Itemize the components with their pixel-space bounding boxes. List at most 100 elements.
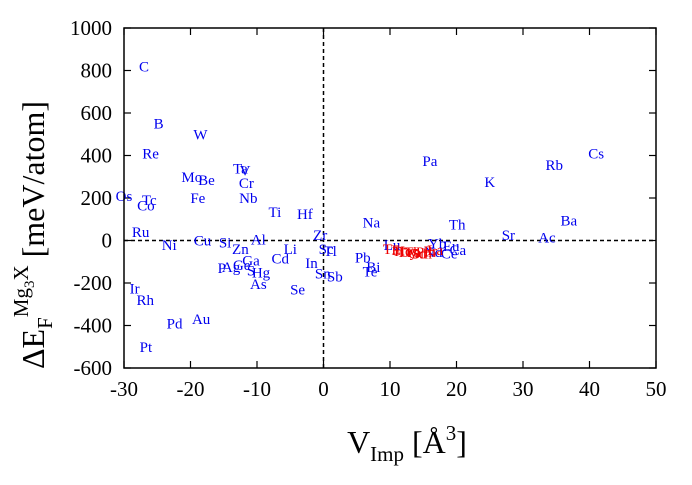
y-tick-label: 1000 <box>70 16 112 40</box>
reference-lines <box>124 28 656 368</box>
point-label-sr: Sr <box>502 228 515 244</box>
point-label-co: Co <box>137 198 155 214</box>
point-label-nb: Nb <box>239 191 257 207</box>
point-label-se: Se <box>290 282 305 298</box>
y-tick-label: 800 <box>81 59 113 83</box>
point-label-na: Na <box>363 215 381 231</box>
x-tick-label: 20 <box>446 377 467 401</box>
point-label-c: C <box>139 59 149 75</box>
point-label-cd: Cd <box>272 252 290 268</box>
x-axis-title-unit-sup: 3 <box>446 421 457 445</box>
point-label-tm: Tm <box>383 242 404 258</box>
point-label-ni: Ni <box>162 238 177 254</box>
y-tick-label: 400 <box>81 144 113 168</box>
plot-frame <box>123 27 657 369</box>
y-axis-title-sup-sub: 3 <box>22 281 38 289</box>
x-axis-title-main: V <box>347 424 370 460</box>
point-label-ca: Ca <box>449 243 466 259</box>
point-label-mo: Mo <box>181 170 202 186</box>
point-label-ag: Ag <box>222 260 241 276</box>
point-label-as: As <box>250 277 267 293</box>
point-label-bi: Bi <box>366 260 380 276</box>
point-label-sm: Sm <box>412 246 432 262</box>
point-label-er: Er <box>392 243 406 259</box>
point-label-p: P <box>218 261 226 277</box>
point-label-tl: Tl <box>323 244 336 260</box>
y-axis-title: ΔEFMg3X [meV/atom] <box>9 101 57 369</box>
point-label-fe: Fe <box>190 191 205 207</box>
point-label-pb: Pb <box>355 251 371 267</box>
point-label-li: Li <box>284 242 297 258</box>
point-label-dy: Dy <box>399 245 418 261</box>
x-axis-title: VImp [Å3] <box>347 421 467 466</box>
point-label-zr: Zr <box>313 228 327 244</box>
x-axis-title-unit-close: ] <box>456 424 467 460</box>
point-label-yb: Yb <box>428 237 446 253</box>
point-label-k: K <box>484 175 495 191</box>
point-label-tb: Tb <box>404 245 421 261</box>
x-tick-label: 0 <box>318 377 329 401</box>
x-axis-title-unit-open: [Å <box>404 424 446 460</box>
x-tick-label: 30 <box>513 377 534 401</box>
point-label-zn: Zn <box>232 242 249 258</box>
x-tick-label: 40 <box>579 377 600 401</box>
point-label-cs: Cs <box>588 146 604 162</box>
y-axis-title-sup: Mg <box>9 288 33 318</box>
point-label-ac: Ac <box>538 230 556 246</box>
y-axis-title-unit: [meV/atom] <box>15 101 51 265</box>
y-tick-label: -200 <box>74 271 113 295</box>
point-label-gd: Gd <box>408 246 427 262</box>
point-label-b: B <box>154 117 164 133</box>
point-label-tc: Tc <box>142 193 157 209</box>
x-tick-label: 50 <box>646 377 667 401</box>
point-label-ti: Ti <box>269 205 282 221</box>
x-tick-label: -10 <box>243 377 271 401</box>
point-label-pt: Pt <box>140 340 153 356</box>
x-tick-label: 10 <box>380 377 401 401</box>
point-label-hg: Hg <box>252 265 271 281</box>
point-label-re: Re <box>142 146 159 162</box>
point-label-w: W <box>193 127 208 143</box>
point-label-cr: Cr <box>239 176 254 192</box>
point-label-al: Al <box>251 232 266 248</box>
point-label-v: V <box>240 163 251 179</box>
point-label-ga: Ga <box>242 254 260 270</box>
y-tick-label: -400 <box>74 314 113 338</box>
x-tick-label: -30 <box>110 377 138 401</box>
y-tick-label: 600 <box>81 101 113 125</box>
point-label-pd: Pd <box>167 316 183 332</box>
point-label-ce: Ce <box>441 246 458 262</box>
y-axis-title-sup-tail: X <box>9 265 33 280</box>
axis-ticks: -30 -20 -10 0 10 20 30 40 50 -600 -400 -200 0 200 400 6… <box>70 16 667 401</box>
point-label-ta: Ta <box>233 161 248 177</box>
point-label-nd: Nd <box>424 245 443 261</box>
y-tick-label: 200 <box>81 186 113 210</box>
point-label-hf: Hf <box>297 207 313 223</box>
y-tick-label: -600 <box>74 356 113 380</box>
point-label-rh: Rh <box>137 293 155 309</box>
point-label-la: La <box>427 243 443 259</box>
point-label-lu: Lu <box>384 238 401 254</box>
point-label-ba: Ba <box>561 213 578 229</box>
point-label-in: In <box>305 256 318 272</box>
y-axis-title-sub: F <box>33 317 57 329</box>
point-label-ge: Ge <box>233 258 251 274</box>
point-label-be: Be <box>198 173 215 189</box>
point-label-si: Si <box>219 236 232 252</box>
point-label-ho: Ho <box>394 244 412 260</box>
point-label-sc: Sc <box>319 242 334 258</box>
point-label-sn: Sn <box>315 266 331 282</box>
point-label-cu: Cu <box>194 234 212 250</box>
y-tick-label: 0 <box>102 229 113 253</box>
point-label-th: Th <box>449 218 466 234</box>
x-axis-title-sub: Imp <box>370 442 404 466</box>
point-label-pm: Pm <box>416 245 436 261</box>
point-label-te: Te <box>363 264 378 280</box>
point-label-au: Au <box>192 312 211 328</box>
y-axis-title-prefix: ΔE <box>15 329 51 369</box>
point-label-ir: Ir <box>130 281 140 297</box>
point-label-sb: Sb <box>327 270 343 286</box>
x-tick-label: -20 <box>177 377 205 401</box>
